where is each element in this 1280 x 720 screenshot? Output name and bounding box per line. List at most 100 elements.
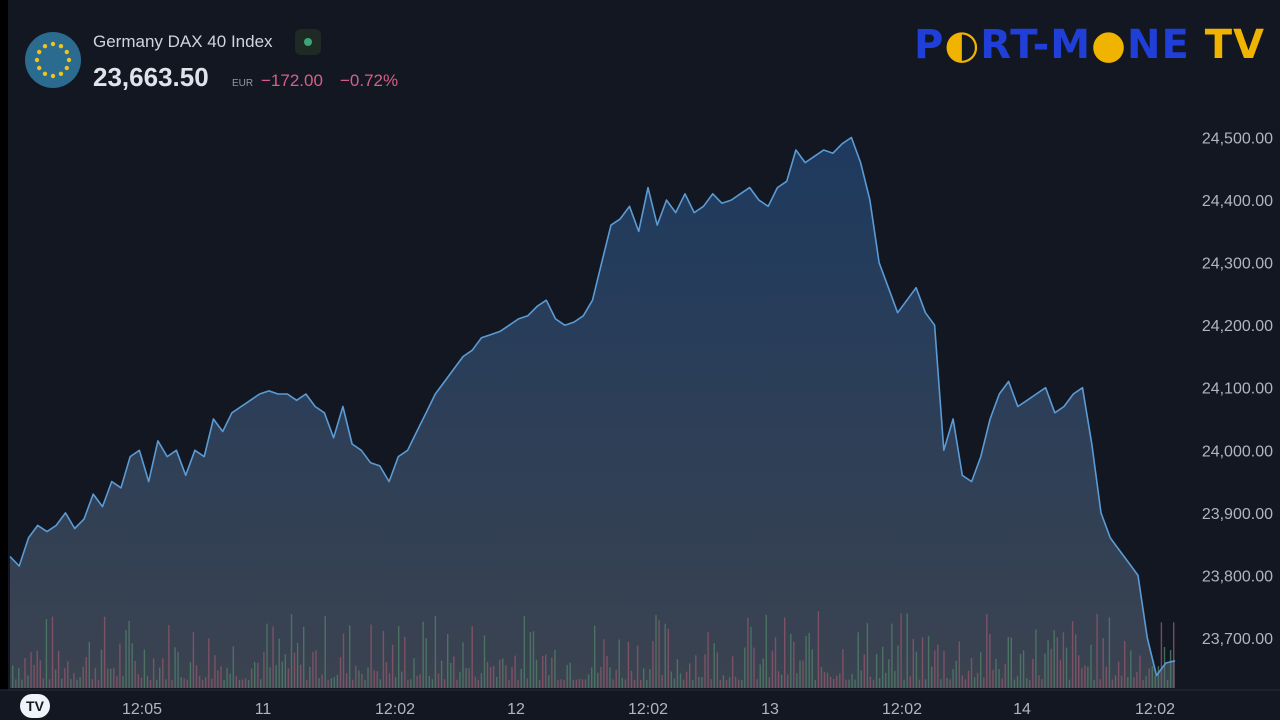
volume-bar xyxy=(171,680,173,688)
y-axis-tick-label: 23,800.00 xyxy=(1202,568,1273,585)
x-axis-strip xyxy=(0,690,1280,720)
volume-bar xyxy=(30,652,32,688)
volume-bar xyxy=(860,670,862,688)
volume-bar xyxy=(159,667,161,688)
volume-bar xyxy=(802,660,804,688)
volume-bar xyxy=(897,645,899,688)
volume-bar xyxy=(309,666,311,688)
volume-bar xyxy=(468,668,470,688)
volume-bar xyxy=(679,673,682,688)
x-axis-tick-label: 13 xyxy=(761,701,779,718)
volume-bar xyxy=(581,679,584,688)
volume-bar xyxy=(927,636,930,688)
volume-bar xyxy=(345,673,348,688)
volume-bar xyxy=(741,680,743,688)
market-status-badge[interactable] xyxy=(295,29,321,55)
volume-bar xyxy=(986,614,988,688)
x-axis-tick-label: 12:02 xyxy=(375,701,415,718)
symbol-name[interactable]: Germany DAX 40 Index xyxy=(93,32,273,51)
volume-bar xyxy=(532,631,535,688)
volume-bar xyxy=(646,680,648,688)
volume-bar xyxy=(156,679,158,688)
volume-bar xyxy=(872,679,875,688)
volume-bar xyxy=(584,679,587,688)
volume-bar xyxy=(425,638,427,688)
volume-bar xyxy=(762,658,764,688)
volume-bar xyxy=(1151,666,1153,688)
volume-bar xyxy=(1078,655,1080,688)
volume-bar xyxy=(649,669,651,688)
y-axis-tick-label: 24,400.00 xyxy=(1202,193,1273,210)
last-price: 23,663.50 xyxy=(93,62,209,92)
volume-bar xyxy=(998,669,1000,688)
volume-bar xyxy=(520,668,522,688)
tradingview-logo-icon[interactable]: TV xyxy=(20,694,50,718)
x-axis-tick-label: 11 xyxy=(255,701,272,718)
volume-bar xyxy=(643,668,645,688)
volume-bar xyxy=(640,680,642,688)
volume-bar xyxy=(453,656,455,688)
volume-bar xyxy=(514,655,516,688)
volume-bar xyxy=(1105,666,1107,688)
volume-bar xyxy=(1010,637,1012,688)
volume-bar xyxy=(572,679,574,688)
volume-bar xyxy=(201,679,204,688)
volume-bar xyxy=(398,626,400,688)
y-axis-tick-label: 24,100.00 xyxy=(1202,381,1273,398)
x-axis-tick-label: 12:05 xyxy=(122,701,162,718)
volume-bar xyxy=(685,671,688,688)
volume-bar xyxy=(189,662,192,688)
volume-bar xyxy=(97,679,100,688)
volume-bar xyxy=(330,678,332,688)
volume-bar xyxy=(759,664,761,688)
volume-bar xyxy=(839,673,841,688)
volume-bar xyxy=(416,675,418,688)
volume-bar xyxy=(701,677,703,688)
volume-bar xyxy=(1087,666,1089,688)
volume-bar xyxy=(278,638,280,688)
volume-bar xyxy=(548,675,550,688)
volume-bar xyxy=(257,662,259,688)
x-axis-tick-label: 12:02 xyxy=(1135,701,1175,718)
volume-bar xyxy=(422,621,424,688)
volume-bar xyxy=(100,649,103,688)
volume-bar xyxy=(143,649,146,688)
volume-bar xyxy=(419,674,421,688)
volume-bar xyxy=(768,677,770,688)
volume-bar xyxy=(281,661,283,688)
volume-bar xyxy=(162,658,164,688)
volume-bar xyxy=(39,660,41,688)
volume-bar xyxy=(652,641,654,688)
volume-bar xyxy=(327,680,329,688)
volume-bar xyxy=(152,658,155,688)
volume-bar xyxy=(949,679,951,688)
volume-bar xyxy=(799,660,801,688)
volume-bar xyxy=(119,643,121,688)
volume-bar xyxy=(713,643,715,688)
volume-bar xyxy=(107,668,109,688)
volume-bar xyxy=(603,639,605,688)
volume-bar xyxy=(211,678,213,688)
volume-bar xyxy=(437,673,440,688)
volume-bar xyxy=(980,652,982,688)
volume-bar xyxy=(1163,647,1166,688)
volume-bar xyxy=(1145,676,1147,688)
volume-bar xyxy=(738,679,740,688)
volume-bar xyxy=(731,656,734,688)
volume-bar xyxy=(1016,675,1019,688)
volume-bar xyxy=(1004,664,1006,688)
volume-bar xyxy=(140,677,143,688)
volume-bar xyxy=(434,615,437,688)
volume-bar xyxy=(1075,634,1077,688)
volume-bar xyxy=(1136,672,1138,688)
volume-bar xyxy=(192,631,195,688)
volume-bar xyxy=(1050,648,1052,688)
volume-bar xyxy=(361,673,363,688)
volume-bar xyxy=(183,678,185,688)
volume-bar xyxy=(103,616,106,688)
sun-o-icon: ● xyxy=(1091,22,1127,68)
volume-bar xyxy=(229,673,231,688)
volume-bar xyxy=(275,664,277,688)
volume-bar xyxy=(57,650,60,688)
